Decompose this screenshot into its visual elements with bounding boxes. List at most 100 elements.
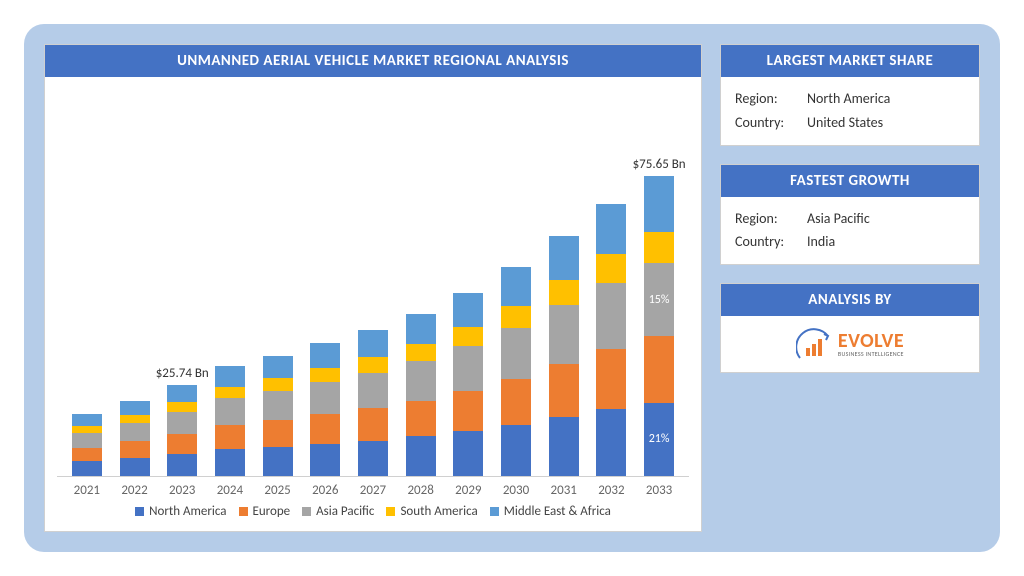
bar-segment xyxy=(358,373,388,409)
bar-segment xyxy=(358,330,388,357)
bar-segment xyxy=(596,409,626,476)
bar-segment xyxy=(596,283,626,350)
bar-col xyxy=(72,414,102,476)
bar-col xyxy=(120,401,150,476)
bar-segment xyxy=(263,420,293,447)
legend-swatch xyxy=(386,507,395,516)
x-tick-label: 2032 xyxy=(598,483,624,498)
bar-col xyxy=(310,343,340,476)
bar-segment xyxy=(120,441,150,458)
bar-segment xyxy=(120,415,150,423)
legend-item: Europe xyxy=(239,504,291,519)
bar-segment xyxy=(72,414,102,426)
bar-segment xyxy=(167,385,197,402)
bar-col xyxy=(549,236,579,476)
bar-segment xyxy=(263,447,293,476)
largest-region-value: North America xyxy=(807,87,890,111)
largest-country-value: United States xyxy=(807,111,883,135)
bar-segment xyxy=(644,336,674,402)
bar-segment xyxy=(549,417,579,476)
chart-plot-area: $25.74 Bn 21% 15% $75.65 Bn xyxy=(57,85,689,477)
largest-country-label: Country: xyxy=(735,111,807,135)
segment-percent-label: 15% xyxy=(644,293,674,307)
legend-item: Middle East & Africa xyxy=(490,504,611,519)
analysis-by-card: ANALYSIS BY EVOLVE BUSINES xyxy=(720,283,980,373)
bar-segment xyxy=(72,461,102,476)
bar-segment xyxy=(406,361,436,401)
bar-segment xyxy=(215,366,245,386)
bar-col xyxy=(215,366,245,476)
fastest-region-value: Asia Pacific xyxy=(807,207,870,231)
bar-segment xyxy=(72,433,102,448)
legend-label: Europe xyxy=(253,504,291,519)
logo-sub-text: BUSINESS INTELLIGENCE xyxy=(838,351,904,357)
chart-title-bar: UNMANNED AERIAL VEHICLE MARKET REGIONAL … xyxy=(45,45,701,77)
legend-label: South America xyxy=(400,504,477,519)
x-tick-label: 2022 xyxy=(121,483,147,498)
bar-segment xyxy=(310,382,340,415)
bar-segment xyxy=(72,448,102,461)
bar-segment xyxy=(358,357,388,372)
largest-market-title: LARGEST MARKET SHARE xyxy=(721,45,979,77)
bar-value-callout: $25.74 Bn xyxy=(156,366,209,381)
fastest-growth-card: FASTEST GROWTH Region:Asia Pacific Count… xyxy=(720,164,980,266)
bar-col xyxy=(596,204,626,476)
bar-segment xyxy=(358,441,388,476)
bar-segment xyxy=(501,306,531,328)
bar-segment xyxy=(549,305,579,364)
segment-percent-label: 21% xyxy=(644,432,674,446)
legend-item: South America xyxy=(386,504,477,519)
bar-segment xyxy=(406,344,436,361)
legend-swatch xyxy=(239,507,248,516)
bar-segment xyxy=(310,368,340,382)
bar-segment xyxy=(453,346,483,391)
bar-segment xyxy=(167,434,197,454)
x-tick-label: 2024 xyxy=(217,483,243,498)
bar-segment xyxy=(120,401,150,415)
bar-segment xyxy=(501,328,531,379)
bar-col xyxy=(453,293,483,476)
bar-segment xyxy=(215,387,245,399)
analysis-logo-body: EVOLVE BUSINESS INTELLIGENCE xyxy=(721,316,979,372)
bar-segment xyxy=(453,391,483,431)
bar-col xyxy=(263,356,293,476)
bar-segment xyxy=(310,414,340,443)
bar-segment xyxy=(596,254,626,282)
bar-col xyxy=(358,330,388,476)
legend-item: North America xyxy=(135,504,226,519)
bar-value-callout: $75.65 Bn xyxy=(633,157,686,172)
bar-segment xyxy=(120,458,150,476)
fastest-region-label: Region: xyxy=(735,207,807,231)
largest-market-card: LARGEST MARKET SHARE Region:North Americ… xyxy=(720,44,980,146)
chart-body: $25.74 Bn21%15%$75.65 Bn 202120222023202… xyxy=(45,77,701,531)
bar-segment xyxy=(310,444,340,476)
fastest-growth-body: Region:Asia Pacific Country:India xyxy=(721,197,979,265)
legend-label: North America xyxy=(149,504,226,519)
bar-segment xyxy=(263,356,293,378)
bar-segment xyxy=(453,431,483,476)
bar-segment xyxy=(501,267,531,306)
bar-segment xyxy=(215,398,245,425)
bar-segment xyxy=(644,232,674,263)
x-tick-label: 2028 xyxy=(407,483,433,498)
analysis-by-title: ANALYSIS BY xyxy=(721,284,979,316)
bar-segment xyxy=(596,349,626,409)
bar-segment xyxy=(406,401,436,437)
bar-segment xyxy=(167,402,197,412)
largest-market-body: Region:North America Country:United Stat… xyxy=(721,77,979,145)
bar-segment xyxy=(406,314,436,344)
fastest-country-value: India xyxy=(807,230,835,254)
legend-label: Asia Pacific xyxy=(316,504,374,519)
bar-segment xyxy=(263,378,293,391)
evolve-logo: EVOLVE BUSINESS INTELLIGENCE xyxy=(796,326,904,362)
bar-segment xyxy=(453,293,483,327)
chart-panel: UNMANNED AERIAL VEHICLE MARKET REGIONAL … xyxy=(44,44,702,532)
x-tick-label: 2027 xyxy=(360,483,386,498)
x-tick-label: 2021 xyxy=(74,483,100,498)
x-axis: 2021202220232024202520262027202820292030… xyxy=(57,477,689,500)
bar-segment xyxy=(215,425,245,449)
logo-main-text: EVOLVE xyxy=(838,331,904,351)
chart-legend: North America Europe Asia Pacific South Ame… xyxy=(57,500,689,527)
bars-container: $25.74 Bn 21% 15% $75.65 Bn xyxy=(57,85,689,476)
legend-swatch xyxy=(302,507,311,516)
